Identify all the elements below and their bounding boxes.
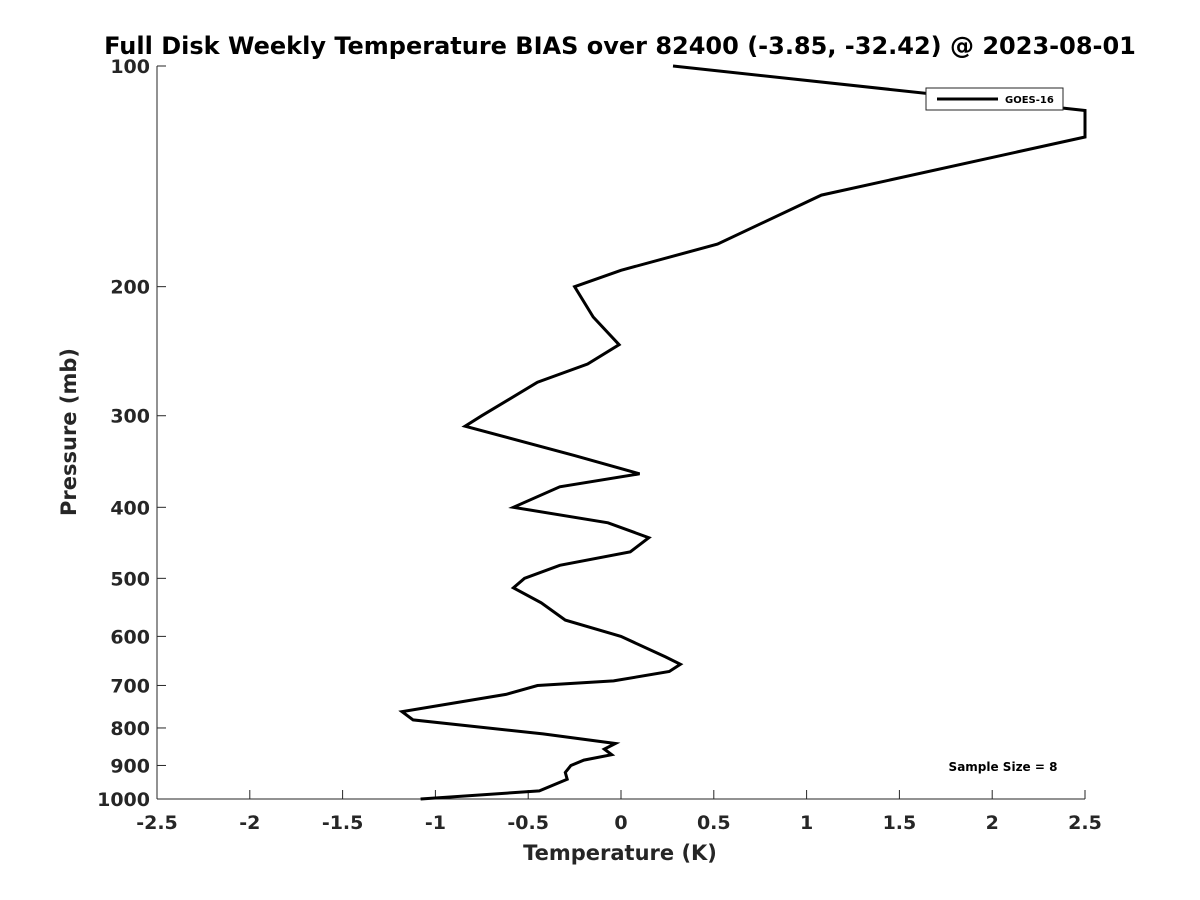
y-tick-label: 100 bbox=[110, 56, 150, 78]
series-group bbox=[398, 64, 1087, 801]
y-axis-label: Pressure (mb) bbox=[57, 348, 81, 516]
series-line-goes-16 bbox=[398, 64, 1087, 801]
chart-title: Full Disk Weekly Temperature BIAS over 8… bbox=[104, 32, 1136, 60]
y-tick-label: 700 bbox=[110, 675, 150, 697]
y-tick-label: 900 bbox=[110, 755, 150, 777]
y-tick-label: 400 bbox=[110, 497, 150, 519]
y-tick-label: 300 bbox=[110, 406, 150, 428]
x-tick-label: 2 bbox=[986, 812, 999, 834]
x-ticks: -2.5 -2 -1.5 -1 -0.5 0 0.5 1 1.5 2 2.5 bbox=[136, 790, 1102, 834]
y-tick-label: 600 bbox=[110, 626, 150, 648]
x-tick-label: -1.5 bbox=[322, 812, 364, 834]
x-tick-label: 1 bbox=[800, 812, 813, 834]
y-ticks: 100 200 300 400 500 600 700 800 900 1000 bbox=[97, 56, 166, 811]
x-tick-label: 0.5 bbox=[697, 812, 731, 834]
x-tick-label: -2 bbox=[239, 812, 260, 834]
sample-size-annotation: Sample Size = 8 bbox=[949, 760, 1058, 774]
x-tick-label: 2.5 bbox=[1068, 812, 1102, 834]
legend: GOES-16 bbox=[925, 87, 1064, 111]
y-tick-label: 200 bbox=[110, 277, 150, 299]
y-tick-label: 500 bbox=[110, 568, 150, 590]
x-tick-label: 0 bbox=[614, 812, 627, 834]
y-tick-label: 800 bbox=[110, 718, 150, 740]
x-tick-label: -0.5 bbox=[507, 812, 549, 834]
x-tick-label: -2.5 bbox=[136, 812, 178, 834]
x-axis-label: Temperature (K) bbox=[523, 841, 717, 865]
y-tick-label: 1000 bbox=[97, 789, 150, 811]
x-tick-label: 1.5 bbox=[883, 812, 917, 834]
legend-label: GOES-16 bbox=[1005, 95, 1054, 106]
x-tick-label: -1 bbox=[425, 812, 446, 834]
